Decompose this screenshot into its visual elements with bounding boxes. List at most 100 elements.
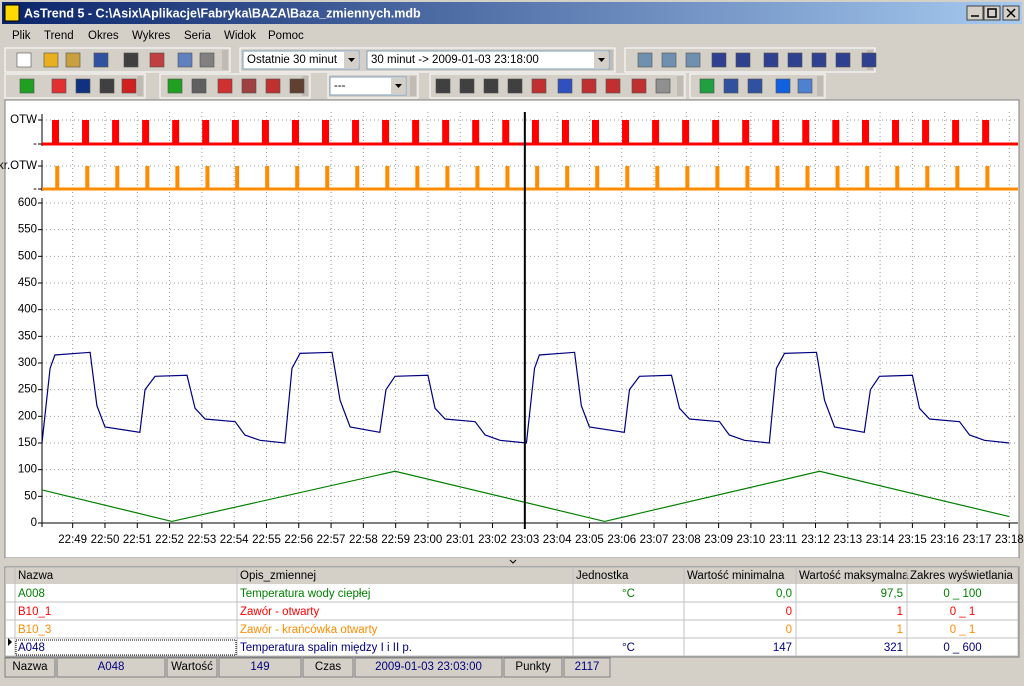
toolbar-grip[interactable] bbox=[817, 76, 823, 96]
combo-box[interactable] bbox=[242, 50, 360, 70]
toolbar-button[interactable] bbox=[631, 78, 647, 94]
toolbar-button[interactable] bbox=[787, 52, 803, 68]
pulse bbox=[385, 166, 390, 189]
menu-item[interactable]: Seria bbox=[184, 30, 211, 42]
toolbar-button[interactable] bbox=[531, 78, 547, 94]
toolbar-button[interactable] bbox=[167, 78, 183, 94]
menu-item[interactable]: Pomoc bbox=[268, 30, 304, 42]
toolbar-button[interactable] bbox=[99, 78, 115, 94]
table-cell[interactable]: B10_3 bbox=[18, 624, 51, 636]
toolbar-button[interactable] bbox=[217, 78, 233, 94]
toolbar-button[interactable] bbox=[735, 52, 751, 68]
toolbar-button[interactable] bbox=[199, 52, 215, 68]
table-cell[interactable]: 1 bbox=[897, 624, 903, 636]
table-cell[interactable]: 0 _ 600 bbox=[943, 642, 981, 654]
column-header[interactable]: Opis_zmiennej bbox=[240, 570, 316, 582]
table-cell[interactable]: 0 _ 100 bbox=[943, 588, 981, 600]
table-cell[interactable]: °C bbox=[622, 642, 635, 654]
table-cell[interactable]: 0 bbox=[786, 606, 792, 618]
toolbar-button[interactable] bbox=[241, 78, 257, 94]
toolbar-button[interactable] bbox=[75, 78, 91, 94]
toolbar-grip[interactable] bbox=[137, 76, 143, 96]
toolbar-grip[interactable] bbox=[302, 76, 308, 96]
toolbar-grip[interactable] bbox=[222, 50, 228, 70]
toolbar-button[interactable] bbox=[43, 52, 59, 68]
column-header[interactable]: Jednostka bbox=[576, 570, 629, 582]
toolbar-button[interactable] bbox=[655, 78, 671, 94]
combo-text: --- bbox=[334, 80, 346, 92]
toolbar-button[interactable] bbox=[763, 52, 779, 68]
toolbar-button[interactable] bbox=[93, 52, 109, 68]
table-cell[interactable]: B10_1 bbox=[18, 606, 51, 618]
table-cell[interactable]: 97,5 bbox=[881, 588, 903, 600]
column-header[interactable]: Nazwa bbox=[18, 570, 54, 582]
toolbar-button[interactable] bbox=[177, 52, 193, 68]
table-cell[interactable]: Zawór - otwarty bbox=[240, 606, 319, 618]
menu-item[interactable]: Wykres bbox=[132, 30, 170, 42]
column-header[interactable]: Zakres wyświetlania bbox=[910, 570, 1013, 582]
table-cell[interactable]: A008 bbox=[18, 588, 45, 600]
toolbar-button[interactable] bbox=[775, 78, 791, 94]
title-bar bbox=[2, 2, 1022, 24]
toolbar-button[interactable] bbox=[723, 78, 739, 94]
menu-item[interactable]: Widok bbox=[224, 30, 256, 42]
toolbar-button[interactable] bbox=[65, 52, 81, 68]
toolbar-button[interactable] bbox=[435, 78, 451, 94]
table-cell[interactable]: 0 bbox=[786, 624, 792, 636]
table-cell[interactable]: 321 bbox=[884, 642, 903, 654]
toolbar-button[interactable] bbox=[19, 78, 35, 94]
table-cell[interactable]: 1 bbox=[897, 606, 903, 618]
toolbar-button[interactable] bbox=[581, 78, 597, 94]
x-tick-label: 22:51 bbox=[123, 534, 152, 546]
toolbar-button[interactable] bbox=[121, 78, 137, 94]
toolbar-button[interactable] bbox=[861, 52, 877, 68]
combo-box[interactable] bbox=[366, 50, 610, 70]
toolbar-grip[interactable] bbox=[677, 76, 683, 96]
table-cell[interactable]: °C bbox=[622, 588, 635, 600]
toolbar-button[interactable] bbox=[191, 78, 207, 94]
table-cell[interactable]: Temperatura spalin między I i II p. bbox=[240, 642, 412, 654]
combo-box[interactable] bbox=[329, 76, 407, 96]
toolbar-button[interactable] bbox=[51, 78, 67, 94]
x-tick-label: 23:12 bbox=[801, 534, 830, 546]
toolbar-button[interactable] bbox=[661, 52, 677, 68]
toolbar-grip[interactable] bbox=[607, 50, 613, 70]
table-cell[interactable]: Zawór - krańcówka otwarty bbox=[240, 624, 378, 636]
table-cell[interactable]: Temperatura wody ciepłej bbox=[240, 588, 370, 600]
toolbar-button[interactable] bbox=[811, 52, 827, 68]
column-header[interactable]: Wartość minimalna bbox=[687, 570, 785, 582]
table-cell[interactable]: 147 bbox=[773, 642, 792, 654]
toolbar-button[interactable] bbox=[149, 52, 165, 68]
table-cell[interactable]: 0,0 bbox=[776, 588, 792, 600]
toolbar-button[interactable] bbox=[507, 78, 523, 94]
pulse bbox=[531, 120, 539, 144]
x-tick-label: 23:08 bbox=[672, 534, 701, 546]
toolbar-button[interactable] bbox=[265, 78, 281, 94]
table-cell[interactable]: 0 _ 1 bbox=[950, 606, 976, 618]
table-cell[interactable]: A048 bbox=[18, 642, 45, 654]
minimize-button[interactable] bbox=[966, 5, 984, 21]
toolbar-button[interactable] bbox=[16, 52, 32, 68]
toolbar-button[interactable] bbox=[797, 78, 813, 94]
toolbar-button[interactable] bbox=[711, 52, 727, 68]
column-header[interactable]: Wartość maksymalna bbox=[799, 570, 909, 582]
toolbar-button[interactable] bbox=[289, 78, 305, 94]
toolbar-button[interactable] bbox=[637, 52, 653, 68]
status-field bbox=[503, 657, 563, 678]
toolbar-button[interactable] bbox=[835, 52, 851, 68]
toolbar-button[interactable] bbox=[605, 78, 621, 94]
toolbar-button[interactable] bbox=[685, 52, 701, 68]
focus-cell bbox=[15, 639, 237, 656]
toolbar-button[interactable] bbox=[459, 78, 475, 94]
toolbar-button[interactable] bbox=[557, 78, 573, 94]
toolbar-grip[interactable] bbox=[410, 76, 416, 96]
menu-item[interactable]: Plik bbox=[12, 30, 31, 42]
menu-item[interactable]: Trend bbox=[44, 30, 74, 42]
toolbar-button[interactable] bbox=[699, 78, 715, 94]
maximize-button[interactable] bbox=[983, 5, 1001, 21]
table-cell[interactable]: 0 _ 1 bbox=[950, 624, 976, 636]
toolbar-button[interactable] bbox=[747, 78, 763, 94]
toolbar-button[interactable] bbox=[483, 78, 499, 94]
menu-item[interactable]: Okres bbox=[88, 30, 119, 42]
toolbar-button[interactable] bbox=[123, 52, 139, 68]
